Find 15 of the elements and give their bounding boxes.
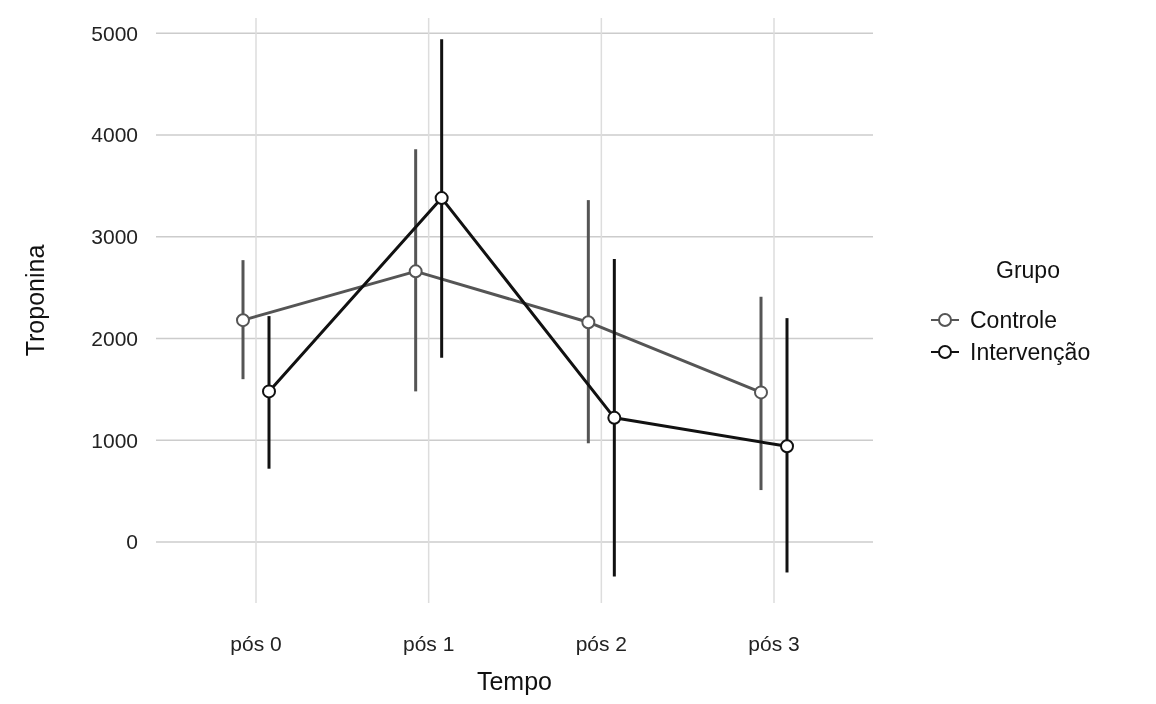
y-tick-label: 0: [126, 530, 138, 554]
y-tick-label: 3000: [91, 225, 138, 249]
x-tick-label: pós 0: [230, 632, 282, 655]
y-tick-label: 5000: [91, 21, 138, 45]
x-tick-label: pós 1: [402, 632, 455, 655]
x-tick-label: pós 3: [748, 632, 800, 655]
y-tick-label: 4000: [91, 123, 138, 147]
x-tick-label: pós 2: [575, 632, 628, 655]
legend-label: Intervenção: [970, 339, 1091, 366]
y-tick-label: 1000: [91, 428, 138, 452]
x-axis-title: Tempo: [476, 667, 553, 695]
legend-title: Grupo: [996, 257, 1060, 283]
legend-label: Controle: [970, 307, 1057, 334]
y-tick-label: 2000: [91, 326, 138, 350]
y-axis-title: Troponina: [21, 244, 49, 357]
